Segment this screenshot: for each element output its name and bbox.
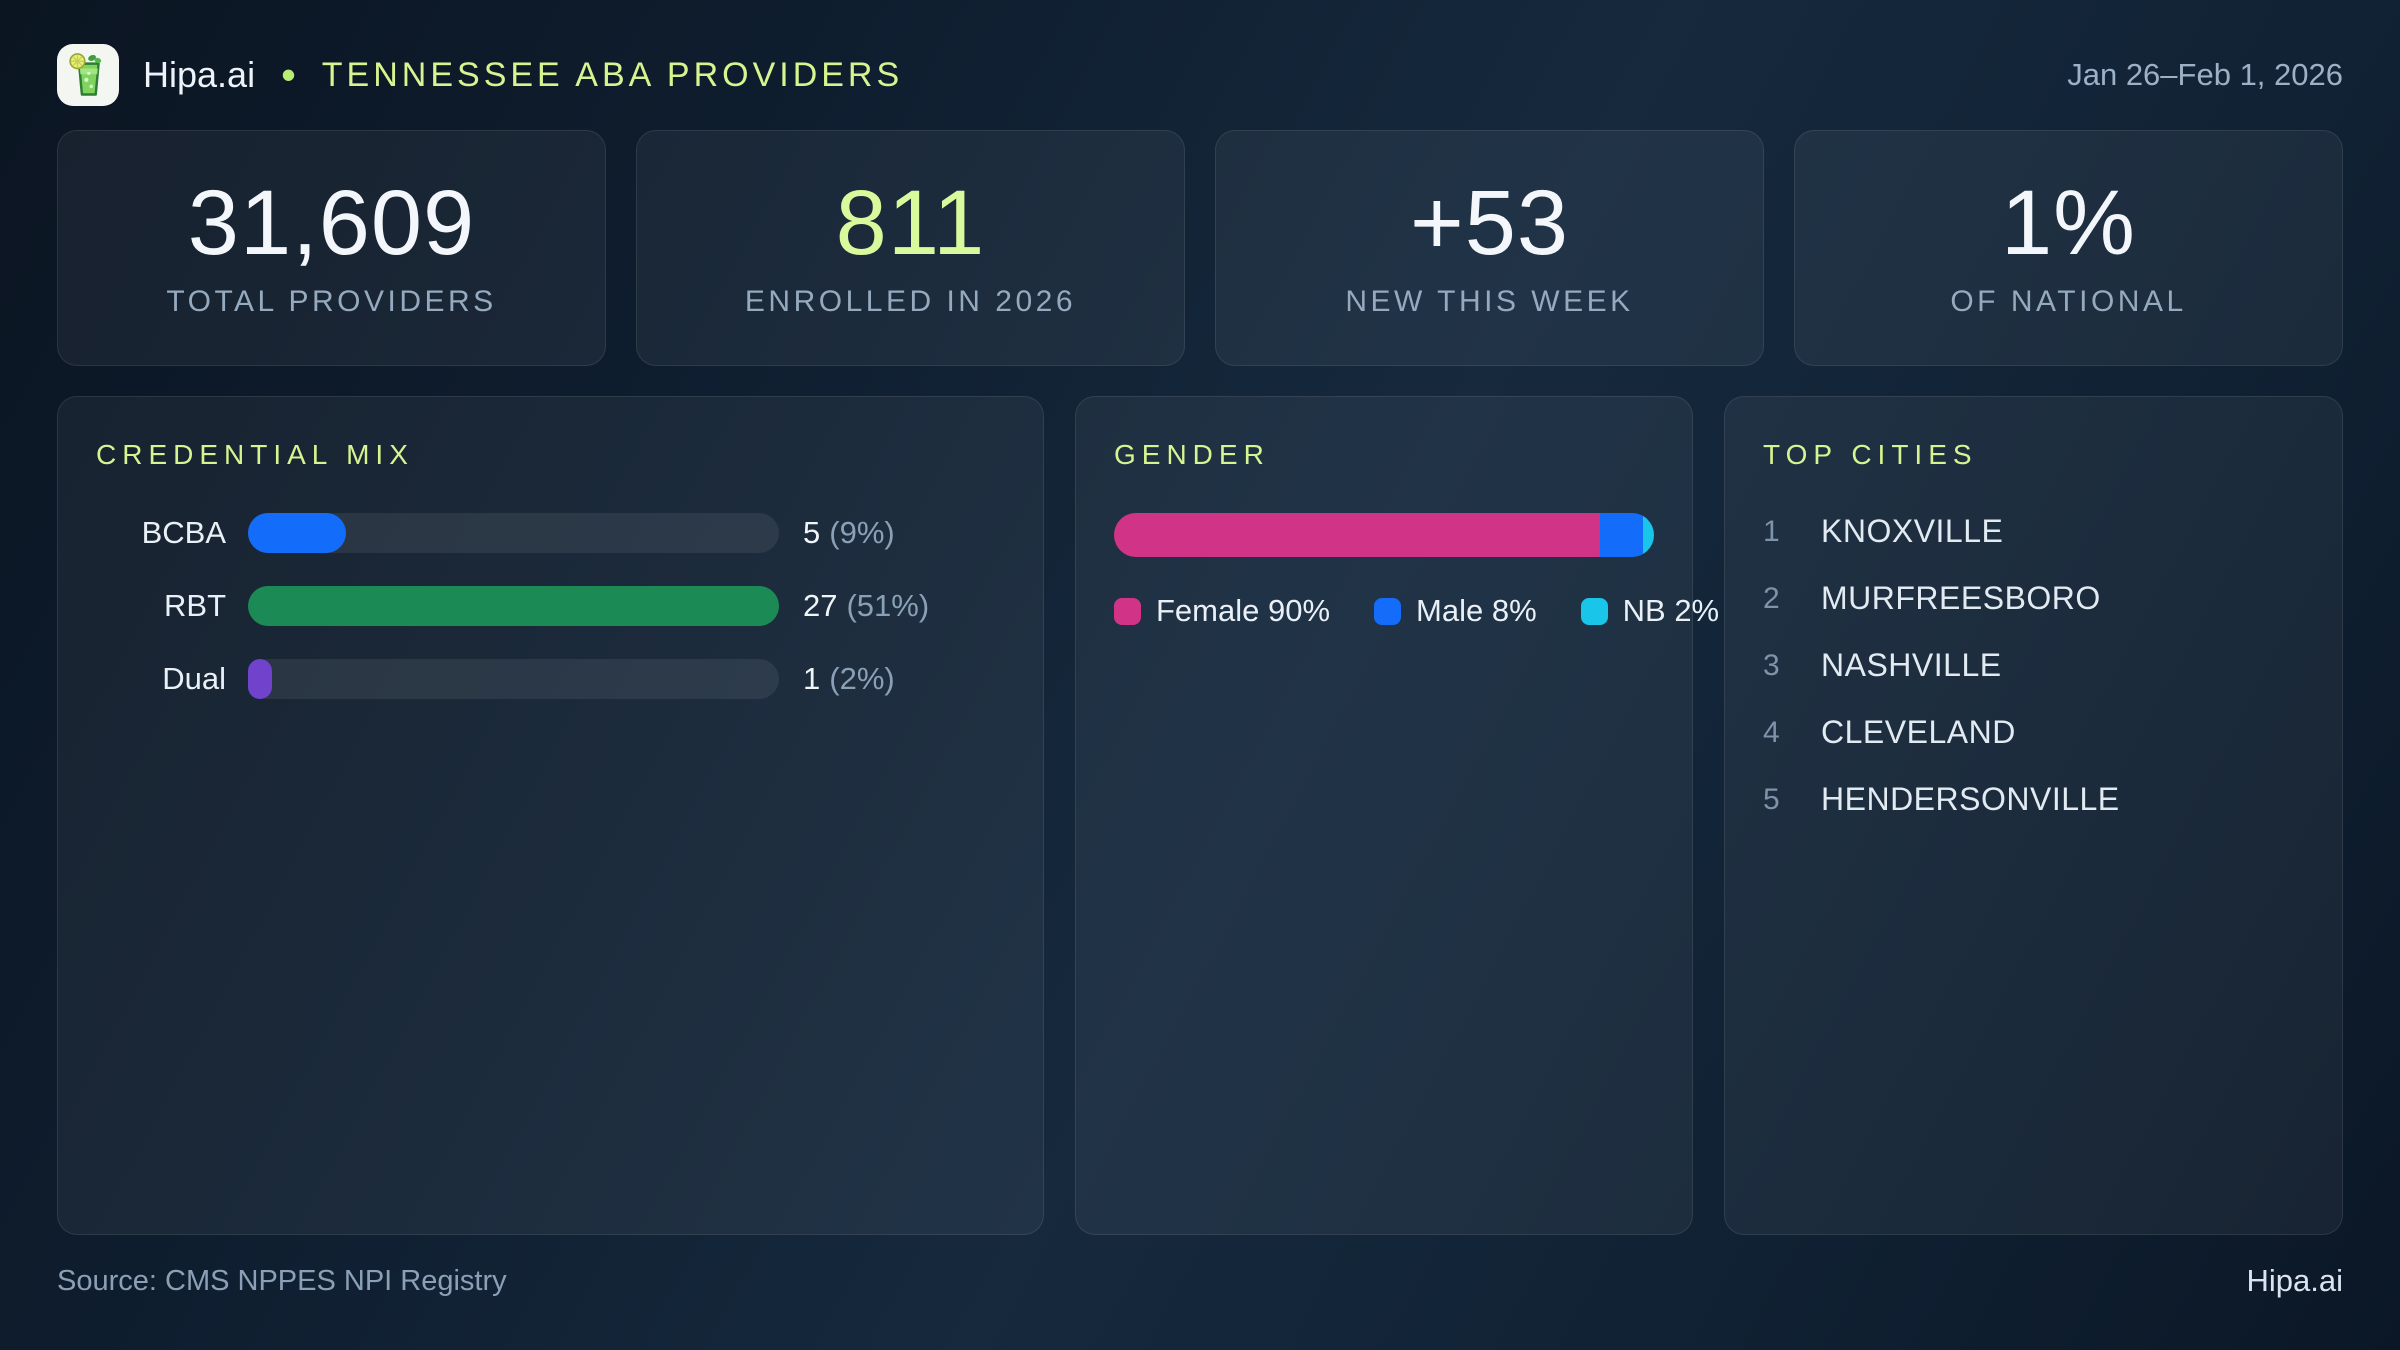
footer-bar: Source: CMS NPPES NPI Registry Hipa.ai <box>57 1263 2343 1299</box>
panel-title: GENDER <box>1114 439 1270 470</box>
top-cities-panel: TOP CITIES 1 KNOXVILLE 2 MURFREESBORO 3 … <box>1724 396 2343 1235</box>
separator-dot-icon: • <box>281 51 296 98</box>
bar-value: 27 (51%) <box>803 588 930 623</box>
kpi-label: NEW THIS WEEK <box>1345 285 1634 318</box>
legend-item-nb: NB 2% <box>1580 593 1720 629</box>
city-name: HENDERSONVILLE <box>1821 781 2120 817</box>
date-range: Jan 26–Feb 1, 2026 <box>2067 57 2343 92</box>
kpi-card-enrolled: 811 ENROLLED IN 2026 <box>636 130 1185 366</box>
legend-swatch-icon <box>1114 597 1141 625</box>
bar-track <box>248 659 779 699</box>
segment-male <box>1600 513 1644 557</box>
kpi-value: 31,609 <box>187 172 476 274</box>
credential-mix-panel: CREDENTIAL MIX BCBA 5 (9%) RBT 27 (51%) Du… <box>57 396 1044 1235</box>
kpi-label: ENROLLED IN 2026 <box>744 285 1077 318</box>
city-name: KNOXVILLE <box>1821 513 2004 549</box>
city-rank: 5 <box>1763 782 1780 816</box>
mojito-glass-icon <box>69 53 102 96</box>
bar-track <box>248 586 779 626</box>
bar-label: RBT <box>164 588 226 623</box>
gender-panel: GENDER Female 90% Male 8% NB 2% <box>1075 396 1719 1235</box>
panel-title: TOP CITIES <box>1763 439 1978 470</box>
bar-value: 1 (2%) <box>803 661 895 696</box>
credential-row-rbt: RBT 27 (51%) <box>96 586 1005 626</box>
city-name: MURFREESBORO <box>1821 580 2101 616</box>
kpi-label: TOTAL PROVIDERS <box>166 285 497 318</box>
bar-value: 5 (9%) <box>803 515 895 550</box>
kpi-card-total-providers: 31,609 TOTAL PROVIDERS <box>57 130 606 366</box>
city-row: 1 KNOXVILLE <box>1763 513 2304 550</box>
legend-swatch-icon <box>1374 597 1402 625</box>
segment-nb <box>1643 513 1654 557</box>
credential-row-dual: Dual 1 (2%) <box>96 659 1005 699</box>
city-row: 4 CLEVELAND <box>1763 714 2304 751</box>
bar-label: Dual <box>162 661 226 696</box>
kpi-card-new-this-week: +53 NEW THIS WEEK <box>1215 130 1764 366</box>
brand-name: Hipa.ai <box>143 54 256 95</box>
legend-label: Female 90% <box>1156 593 1331 628</box>
segment-female <box>1114 513 1600 557</box>
city-row: 5 HENDERSONVILLE <box>1763 781 2304 818</box>
legend-label: Male 8% <box>1416 593 1537 628</box>
city-row: 2 MURFREESBORO <box>1763 580 2304 617</box>
bar-fill-dual <box>248 659 272 699</box>
panels-row: CREDENTIAL MIX BCBA 5 (9%) RBT 27 (51%) Du… <box>57 396 2343 1235</box>
legend-swatch-icon <box>1580 597 1608 625</box>
kpi-label: OF NATIONAL <box>1950 285 2187 318</box>
city-rank: 2 <box>1763 581 1780 615</box>
legend-item-male: Male 8% <box>1374 593 1537 629</box>
city-rank: 3 <box>1763 648 1780 682</box>
kpi-row: 31,609 TOTAL PROVIDERS 811 ENROLLED IN 2… <box>57 130 2343 366</box>
bar-track <box>248 513 779 553</box>
kpi-card-of-national: 1% OF NATIONAL <box>1794 130 2343 366</box>
kpi-value: +53 <box>1409 172 1570 274</box>
kpi-value: 811 <box>835 172 986 274</box>
page-title: TENNESSEE ABA PROVIDERS <box>321 55 904 94</box>
bar-fill-rbt <box>248 586 779 626</box>
bar-label: BCBA <box>141 515 226 550</box>
city-name: NASHVILLE <box>1821 647 2002 683</box>
kpi-value: 1% <box>2001 172 2136 274</box>
panel-title: CREDENTIAL MIX <box>96 439 414 470</box>
credential-row-bcba: BCBA 5 (9%) <box>96 513 1005 553</box>
city-row: 3 NASHVILLE <box>1763 647 2304 684</box>
legend-item-female: Female 90% <box>1114 593 1330 629</box>
gender-stacked-bar <box>1114 513 1654 557</box>
city-rank: 1 <box>1763 514 1780 548</box>
legend-label: NB 2% <box>1622 593 1720 628</box>
bar-fill-bcba <box>248 513 347 553</box>
brand-logo <box>57 44 119 106</box>
header-bar: Hipa.ai • TENNESSEE ABA PROVIDERS Jan 26… <box>57 42 2343 108</box>
city-name: CLEVELAND <box>1821 714 2016 750</box>
city-rank: 4 <box>1763 715 1780 749</box>
data-source-note: Source: CMS NPPES NPI Registry <box>57 1264 507 1297</box>
gender-legend: Female 90% Male 8% NB 2% <box>1114 593 1719 629</box>
footer-brand: Hipa.ai <box>2246 1263 2344 1298</box>
